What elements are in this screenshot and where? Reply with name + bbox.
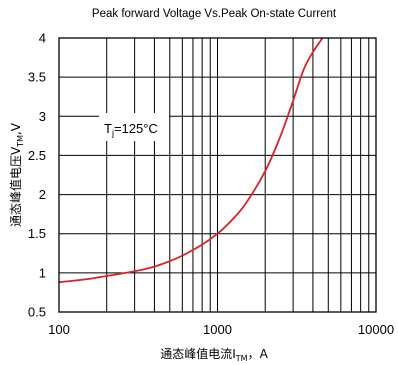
y-axis-label: 通态峰值电压VTM,V	[8, 122, 25, 227]
x-axis-label-tail: ，A	[248, 347, 269, 361]
gridlines	[59, 38, 376, 312]
y-tick-label: 3	[39, 109, 46, 124]
x-tick-label: 100	[48, 322, 70, 337]
y-axis-label-main: 通态峰值电压V	[8, 146, 23, 227]
y-tick-label: 3.5	[28, 70, 46, 85]
annotation-background	[99, 113, 169, 141]
y-tick-label: 0.5	[28, 305, 46, 320]
series-line	[58, 37, 324, 284]
annotation-sub: j	[111, 128, 114, 138]
series-layer	[58, 37, 324, 284]
x-axis-label-main: 通态峰值电流I	[160, 346, 236, 361]
x-tick-label: 1000	[203, 322, 232, 337]
y-tick-label: 1.5	[28, 226, 46, 241]
x-axis-label: 通态峰值电流ITM，A	[160, 346, 268, 363]
y-tick-label: 2	[39, 187, 46, 202]
plot-frame	[58, 37, 377, 313]
y-tick-label: 1	[39, 265, 46, 280]
y-tick-label: 4	[39, 31, 46, 46]
y-axis-label-tail: ,V	[9, 122, 23, 135]
tick-labels: 0.5 1 1.5 2 2.5 3 3.5 4 100 1000 10000	[28, 31, 394, 338]
annotation-tail: =125°C	[114, 121, 158, 136]
annotation-box: Tj=125°C	[99, 113, 169, 141]
annotation-text: Tj=125°C	[104, 121, 158, 138]
y-tick-label: 2.5	[28, 148, 46, 163]
y-axis-label-sub: TM	[16, 135, 25, 148]
x-axis-label-sub: TM	[235, 354, 248, 363]
annotation-main: T	[104, 121, 112, 136]
x-tick-label: 10000	[358, 322, 394, 337]
chart-title: Peak forward Voltage Vs.Peak On-state Cu…	[92, 8, 337, 20]
